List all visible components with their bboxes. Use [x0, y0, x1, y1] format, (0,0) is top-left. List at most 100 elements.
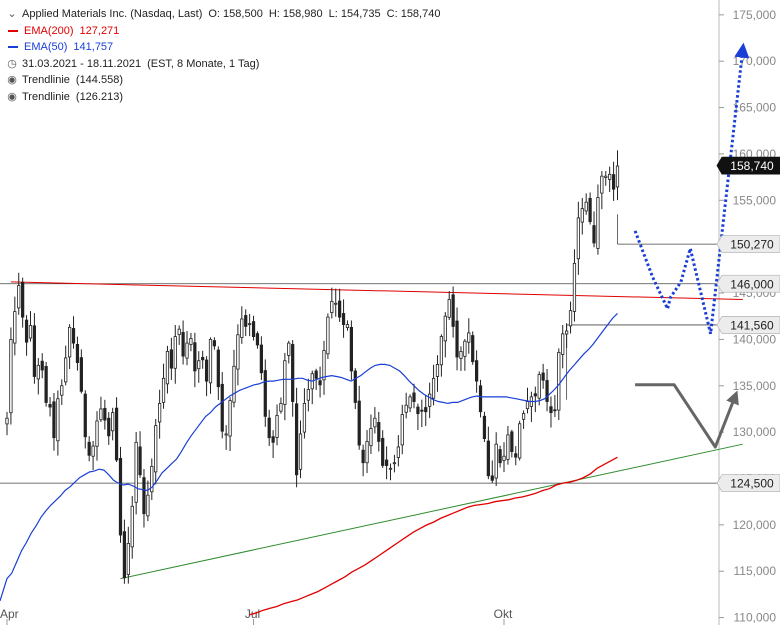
candle-body: [459, 351, 463, 359]
candle-body: [138, 446, 142, 476]
candle: [490, 460, 494, 483]
candle-body: [224, 433, 228, 436]
candle-body: [107, 417, 111, 437]
candle-body: [580, 208, 584, 223]
candle-body: [494, 443, 498, 479]
candle-body: [541, 372, 545, 381]
candle: [52, 393, 56, 451]
candle: [486, 426, 490, 480]
candle-body: [345, 324, 350, 329]
candle: [600, 171, 604, 210]
candle: [361, 444, 365, 477]
candle: [330, 287, 334, 319]
candle-body: [490, 475, 494, 481]
price-tag-box: [716, 474, 780, 493]
candle-body: [75, 344, 80, 363]
candle: [114, 397, 119, 463]
candle-body: [95, 420, 99, 447]
candle: [208, 337, 213, 394]
price-tag: 150,270: [716, 235, 780, 254]
candle: [604, 171, 608, 186]
legend-ema50-row[interactable]: EMA(50) 141,757: [6, 39, 440, 56]
candle: [68, 324, 72, 370]
candle-body: [302, 402, 307, 433]
candle: [529, 391, 534, 422]
candle: [99, 396, 103, 422]
candle: [431, 364, 436, 406]
candle: [475, 350, 479, 393]
candle-body: [486, 440, 490, 477]
candle: [79, 349, 83, 394]
candle: [36, 358, 40, 395]
candle-body: [267, 417, 271, 439]
candle-body: [506, 434, 510, 460]
candle-body: [404, 404, 408, 413]
candle: [181, 320, 185, 365]
candle: [95, 411, 99, 461]
candle-body: [514, 453, 518, 458]
candle: [298, 420, 303, 479]
candle: [381, 430, 385, 469]
candle-body: [498, 449, 502, 464]
trend1-label: Trendlinie: [22, 74, 70, 86]
candle: [482, 411, 487, 443]
candle-body: [251, 321, 256, 338]
candle-body: [13, 311, 17, 344]
legend-ema200-row[interactable]: EMA(200) 127,271: [6, 23, 440, 40]
price-tag-box: [716, 156, 780, 175]
candle: [388, 463, 393, 481]
candle-body: [615, 165, 620, 188]
candle-body: [158, 402, 162, 423]
candle: [244, 309, 248, 337]
candle-body: [576, 217, 580, 260]
candle: [463, 339, 467, 371]
candle: [420, 399, 424, 428]
candle-body: [502, 455, 506, 461]
expand-icon[interactable]: ⌄: [7, 8, 17, 20]
candle: [87, 436, 91, 462]
candle: [64, 345, 68, 386]
candle: [568, 301, 573, 334]
candle: [146, 480, 150, 522]
candle-body: [40, 360, 44, 371]
candle-body: [357, 400, 361, 446]
candle: [111, 407, 115, 441]
candle-body: [600, 175, 604, 194]
candle: [279, 397, 283, 414]
legend-trend1-row[interactable]: ◉ Trendlinie (144.558): [6, 72, 440, 89]
candle-body: [588, 197, 592, 223]
candle-body: [220, 383, 224, 432]
candle: [91, 440, 95, 470]
candle-body: [475, 360, 479, 382]
candle-body: [28, 325, 33, 339]
candle-body: [21, 281, 25, 318]
candle-body: [255, 333, 260, 346]
candle-body: [533, 393, 537, 397]
candle: [392, 454, 397, 473]
candle: [228, 397, 232, 452]
candle-body: [572, 262, 577, 312]
candle-body: [431, 377, 436, 399]
candle-body: [510, 431, 514, 452]
trend2-label: Trendlinie: [22, 90, 70, 103]
candle-body: [384, 459, 389, 466]
candle: [521, 410, 526, 429]
legend-trend2-row[interactable]: ◉ Trendlinie (126.213): [6, 89, 440, 106]
candle-body: [177, 328, 181, 335]
candle-body: [463, 340, 467, 357]
ema50-swatch-icon: [8, 46, 18, 49]
candle-body: [99, 408, 103, 421]
candle: [161, 363, 166, 409]
candle: [596, 184, 600, 255]
candle: [533, 386, 537, 413]
candle: [224, 425, 228, 450]
candle-body: [435, 364, 440, 377]
candle: [294, 387, 299, 488]
candle-body: [103, 407, 107, 421]
candle: [334, 288, 338, 317]
candle: [318, 366, 322, 398]
projection-layer: [633, 42, 750, 449]
candle: [142, 469, 146, 528]
candle: [404, 392, 408, 419]
candle-body: [545, 380, 549, 402]
